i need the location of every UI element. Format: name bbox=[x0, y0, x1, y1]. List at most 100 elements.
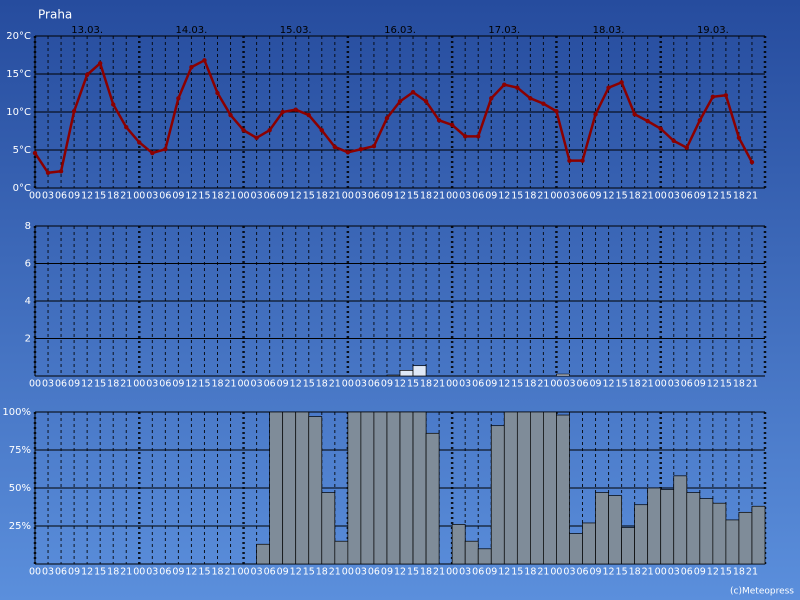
x-tick-label: 15 bbox=[720, 379, 732, 390]
point bbox=[397, 99, 403, 104]
x-tick-label: 18 bbox=[107, 191, 119, 202]
x-tick-label: 09 bbox=[68, 567, 80, 578]
x-tick-label: 21 bbox=[120, 379, 132, 390]
point bbox=[697, 118, 703, 123]
x-tick-label: 03 bbox=[251, 567, 263, 578]
x-tick-label: 12 bbox=[185, 191, 197, 202]
bar bbox=[360, 411, 375, 565]
x-tick-label: 21 bbox=[224, 567, 236, 578]
x-tick-label: 00 bbox=[133, 191, 145, 202]
day-label: 18.03. bbox=[593, 25, 625, 36]
x-tick-label: 09 bbox=[485, 191, 497, 202]
point bbox=[462, 134, 468, 139]
x-tick-label: 06 bbox=[264, 191, 276, 202]
x-tick-label: 15 bbox=[407, 567, 419, 578]
x-tick-label: 21 bbox=[329, 191, 341, 202]
y-tick-label: 50% bbox=[9, 483, 31, 494]
x-tick-label: 21 bbox=[537, 567, 549, 578]
x-tick-label: 09 bbox=[589, 191, 601, 202]
x-tick-label: 21 bbox=[537, 379, 549, 390]
x-tick-label: 06 bbox=[55, 567, 67, 578]
bar bbox=[582, 522, 596, 565]
x-tick-label: 15 bbox=[511, 379, 523, 390]
x-tick-label: 00 bbox=[342, 191, 354, 202]
x-tick-label: 00 bbox=[446, 379, 458, 390]
x-tick-label: 15 bbox=[198, 379, 210, 390]
x-tick-label: 06 bbox=[55, 379, 67, 390]
bar bbox=[399, 370, 414, 377]
bar bbox=[321, 492, 336, 565]
x-tick-label: 12 bbox=[290, 191, 302, 202]
x-tick-label: 15 bbox=[407, 379, 419, 390]
x-tick-label: 15 bbox=[198, 191, 210, 202]
point bbox=[111, 102, 116, 107]
bar bbox=[412, 365, 427, 377]
point bbox=[124, 125, 129, 130]
point bbox=[306, 112, 311, 118]
x-tick-label: 12 bbox=[603, 567, 615, 578]
x-tick-label: 18 bbox=[211, 567, 223, 578]
point bbox=[358, 147, 364, 152]
x-tick-label: 09 bbox=[277, 379, 289, 390]
point bbox=[684, 145, 689, 150]
bar bbox=[556, 373, 570, 377]
x-tick-label: 00 bbox=[655, 379, 667, 390]
x-tick-label: 00 bbox=[446, 191, 458, 202]
x-tick-label: 21 bbox=[329, 379, 341, 390]
x-tick-label: 06 bbox=[368, 379, 380, 390]
bar bbox=[634, 504, 649, 565]
x-tick-label: 09 bbox=[68, 379, 80, 390]
point bbox=[32, 150, 38, 156]
x-tick-label: 06 bbox=[159, 191, 171, 202]
x-tick-label: 00 bbox=[238, 567, 250, 578]
x-tick-label: 12 bbox=[603, 191, 615, 202]
x-tick-label: 15 bbox=[616, 567, 628, 578]
x-tick-label: 06 bbox=[264, 379, 276, 390]
x-tick-label: 12 bbox=[707, 567, 719, 578]
x-tick-label: 06 bbox=[681, 379, 693, 390]
x-tick-label: 03 bbox=[146, 567, 158, 578]
x-tick-label: 18 bbox=[211, 191, 223, 202]
x-tick-label: 18 bbox=[420, 191, 432, 202]
x-tick-label: 03 bbox=[668, 191, 680, 202]
y-tick-label: 75% bbox=[9, 445, 31, 456]
x-tick-label: 18 bbox=[733, 191, 745, 202]
footer: (c)Meteopress bbox=[730, 587, 794, 597]
point bbox=[736, 135, 742, 141]
x-tick-label: 06 bbox=[576, 191, 588, 202]
x-tick-label: 09 bbox=[277, 191, 289, 202]
point bbox=[515, 85, 520, 90]
x-tick-label: 18 bbox=[420, 379, 432, 390]
point bbox=[137, 140, 142, 145]
point bbox=[476, 134, 481, 139]
x-tick-label: 03 bbox=[563, 379, 575, 390]
point bbox=[280, 109, 285, 115]
point bbox=[619, 80, 624, 85]
point bbox=[423, 99, 429, 104]
bar bbox=[556, 414, 570, 565]
point bbox=[45, 170, 51, 175]
point bbox=[150, 150, 155, 156]
bar bbox=[595, 492, 609, 565]
x-tick-label: 12 bbox=[185, 379, 197, 390]
x-tick-label: 15 bbox=[511, 567, 523, 578]
bar bbox=[673, 475, 688, 565]
x-tick-label: 18 bbox=[420, 567, 432, 578]
x-tick-label: 18 bbox=[316, 379, 328, 390]
x-tick-label: 03 bbox=[42, 379, 54, 390]
x-tick-label: 00 bbox=[655, 191, 667, 202]
y-tick-label: 15°C bbox=[6, 69, 31, 80]
x-tick-label: 09 bbox=[277, 567, 289, 578]
bar bbox=[256, 543, 270, 565]
day-label: 16.03. bbox=[384, 25, 416, 36]
x-tick-label: 06 bbox=[368, 191, 380, 202]
point bbox=[189, 64, 194, 70]
point bbox=[580, 158, 585, 163]
x-tick-label: 03 bbox=[251, 191, 263, 202]
x-tick-label: 15 bbox=[616, 379, 628, 390]
x-tick-label: 06 bbox=[472, 191, 484, 202]
x-tick-label: 18 bbox=[629, 379, 641, 390]
x-tick-label: 09 bbox=[589, 379, 601, 390]
point bbox=[710, 94, 716, 100]
